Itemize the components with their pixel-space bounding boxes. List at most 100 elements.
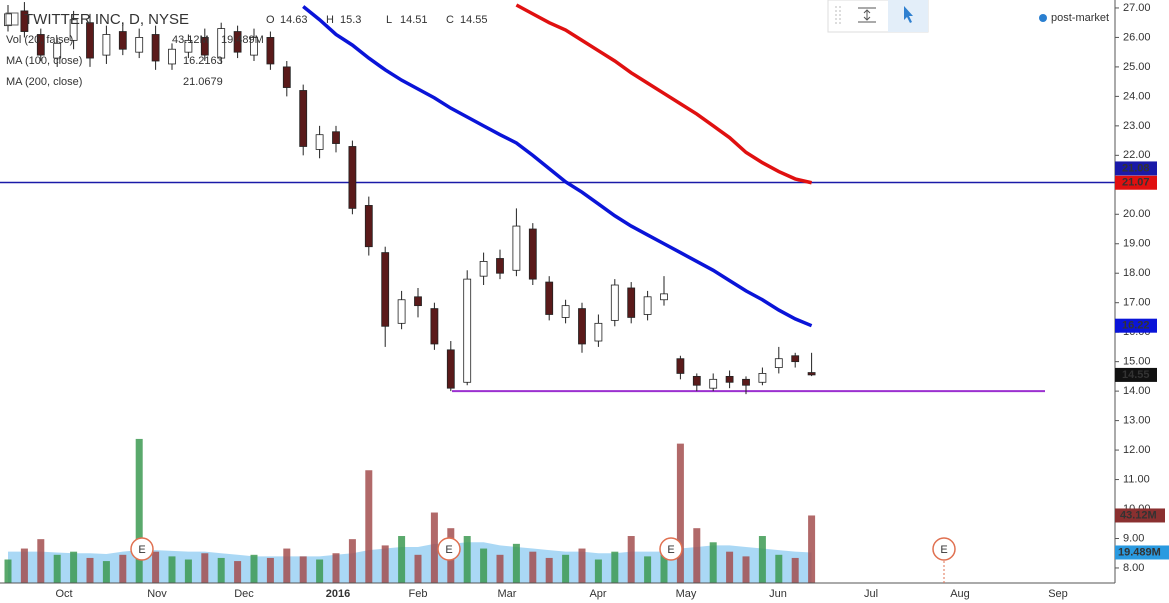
- candle-body: [151, 34, 160, 62]
- x-tick-label: Apr: [589, 588, 606, 600]
- ma100-tag-bg: [1115, 318, 1157, 333]
- x-tick-label: Sep: [1048, 588, 1068, 600]
- legend-icon: [5, 12, 19, 26]
- volume-bar: [266, 557, 274, 583]
- y-tick-label: 22.00: [1123, 149, 1151, 161]
- x-tick-label: Jul: [864, 588, 878, 600]
- volume-bar: [20, 548, 28, 583]
- event-marker: [932, 537, 956, 561]
- candle-body: [233, 31, 242, 53]
- candle-body: [266, 37, 275, 65]
- volume-bar: [791, 557, 799, 583]
- candle-body: [299, 90, 308, 147]
- ohlc-key: L: [386, 14, 392, 26]
- vol-legend-value: 43.12M: [172, 34, 209, 46]
- volume-bar: [496, 554, 504, 583]
- volume-bar: [463, 536, 471, 583]
- volume-bar: [283, 548, 291, 583]
- candle-body: [594, 322, 603, 342]
- volume-bar: [332, 553, 340, 583]
- vol-legend: Vol (20, false): [6, 34, 73, 46]
- volume-bar: [348, 539, 356, 583]
- price-pane: [0, 2, 1115, 395]
- y-tick-label: 27.00: [1123, 2, 1151, 14]
- candle-body: [676, 358, 685, 374]
- ma-legend: MA (200, close): [6, 76, 82, 88]
- candle-body: [446, 349, 455, 389]
- volume-bar: [53, 554, 61, 583]
- event-label: E: [138, 544, 145, 556]
- candle-body: [709, 378, 718, 389]
- candle-body: [381, 252, 390, 327]
- candle-body: [118, 31, 127, 50]
- volume-bar: [742, 556, 750, 583]
- candle-body: [496, 258, 504, 274]
- volume-bar: [119, 554, 127, 583]
- volume-ma-tag: 19.489M: [1118, 546, 1161, 558]
- y-tick-label: 14.00: [1123, 385, 1151, 397]
- candle-body: [528, 228, 537, 280]
- x-tick-label: Feb: [409, 588, 428, 600]
- volume-bar: [299, 556, 307, 583]
- volume-bar: [430, 512, 438, 583]
- volume-bar: [102, 561, 110, 583]
- y-tick-label: 15.00: [1123, 356, 1151, 368]
- candle-body: [430, 308, 439, 345]
- toolbar[interactable]: [827, 0, 929, 33]
- volume-bar: [594, 559, 602, 583]
- volume-tag: 43.12M: [1120, 509, 1157, 521]
- ohlc-value: 14.63: [280, 14, 308, 26]
- volume-bar: [37, 539, 45, 583]
- volume-bar: [709, 542, 717, 583]
- candle-body: [397, 299, 406, 324]
- volume-bar: [184, 559, 192, 583]
- volume-bar: [545, 557, 553, 583]
- volume-pane: [4, 438, 816, 583]
- vol-ma-legend-value: 19.489M: [221, 34, 264, 46]
- candle-body: [807, 372, 816, 376]
- ma200-tag: 21.07: [1122, 177, 1150, 189]
- event-label: E: [940, 544, 947, 556]
- volume-bar: [611, 551, 619, 583]
- volume-bar: [578, 548, 586, 583]
- ohlc-value: 15.3: [340, 14, 361, 26]
- ma100-tag: 16.22: [1122, 320, 1150, 332]
- ohlc-value: 14.55: [460, 14, 488, 26]
- volume-bar: [4, 559, 12, 583]
- volume-tag-bg: [1115, 508, 1165, 523]
- y-tick-label: 12.00: [1123, 444, 1151, 456]
- x-tick-label: Oct: [55, 588, 72, 600]
- candle-body: [69, 19, 78, 41]
- volume-bar: [365, 470, 373, 583]
- y-tick-label: 18.00: [1123, 267, 1151, 279]
- y-tick-label: 9.00: [1123, 532, 1144, 544]
- volume-bar: [660, 553, 668, 583]
- volume-bar: [512, 543, 520, 583]
- candle-body: [200, 37, 209, 56]
- volume-bar: [529, 551, 537, 583]
- ma-line: [302, 5, 813, 328]
- x-tick-label: Jun: [769, 588, 787, 600]
- x-tick-label: Nov: [147, 588, 167, 600]
- volume-bar: [480, 548, 488, 583]
- candle-body: [725, 375, 734, 383]
- measure-icon: [858, 7, 876, 23]
- ohlc-key: O: [266, 14, 275, 26]
- y-tick-label: 19.00: [1123, 238, 1151, 250]
- y-tick-label: 11.00: [1123, 473, 1150, 485]
- volume-bar: [152, 551, 160, 583]
- candle-body: [643, 296, 652, 315]
- volume-bar: [201, 553, 209, 583]
- volume-bar: [808, 515, 816, 583]
- axes: 8.009.0010.0011.0012.0013.0014.0015.0016…: [55, 2, 1169, 600]
- volume-bar: [627, 536, 635, 583]
- candle-body: [545, 281, 554, 315]
- ma-legend-value: 16.2163: [183, 55, 223, 67]
- event-label: E: [445, 544, 452, 556]
- volume-bar: [562, 554, 570, 583]
- volume-bar: [250, 554, 258, 583]
- candle-body: [692, 375, 701, 386]
- ma-line: [515, 3, 812, 185]
- candle-body: [20, 10, 29, 32]
